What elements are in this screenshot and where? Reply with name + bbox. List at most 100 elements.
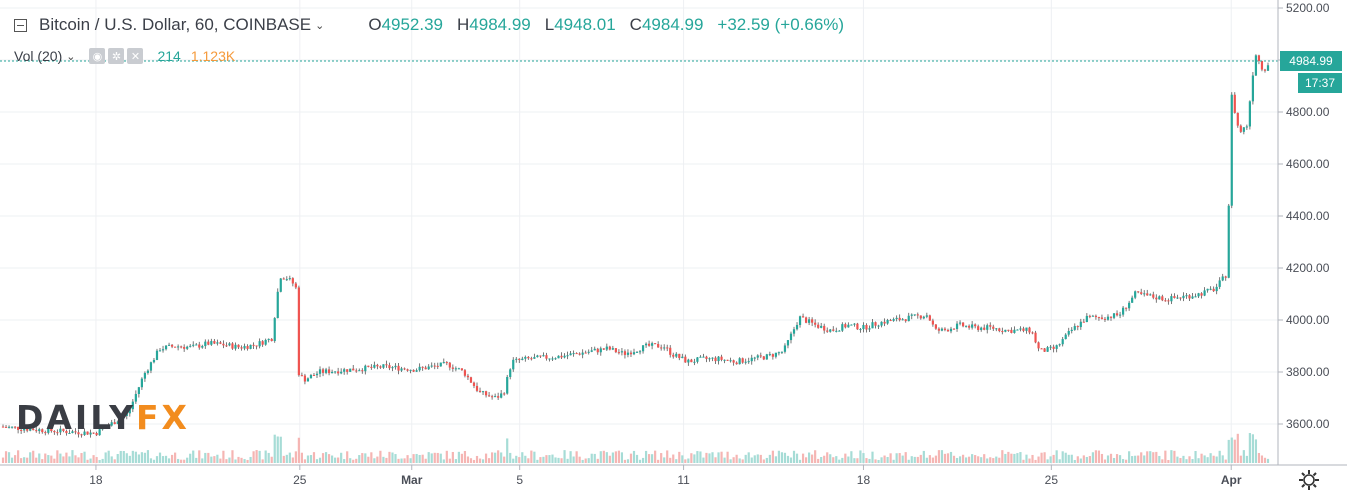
volume-label[interactable]: Vol (20) <box>14 48 63 64</box>
candle-body <box>808 319 811 323</box>
volume-bar <box>530 450 533 463</box>
candle-body <box>916 314 919 316</box>
volume-bar <box>1227 439 1230 463</box>
candle-body <box>717 356 720 362</box>
volume-bar <box>835 456 838 463</box>
collapse-icon[interactable] <box>14 18 27 32</box>
candle-body <box>998 328 1001 332</box>
candle-body <box>1152 294 1155 298</box>
candle-body <box>1218 280 1221 287</box>
volume-bar <box>817 458 820 463</box>
candle-body <box>38 429 41 432</box>
volume-bar <box>361 453 364 463</box>
volume-bar <box>240 457 243 463</box>
volume-bar <box>1115 454 1119 463</box>
volume-bar <box>273 434 276 463</box>
volume-bar <box>1118 455 1122 463</box>
volume-bar <box>940 450 944 463</box>
volume-bar <box>391 452 394 463</box>
candle-body <box>551 358 554 360</box>
volume-bar <box>403 458 406 463</box>
candle-body <box>1061 339 1064 345</box>
candle-body <box>527 356 530 359</box>
volume-bar <box>1112 457 1116 463</box>
candle-body <box>89 432 92 435</box>
volume-bar <box>786 455 790 463</box>
candle-body <box>10 426 14 428</box>
volume-bar <box>68 456 71 463</box>
volume-bar <box>1236 433 1239 463</box>
candle-body <box>47 427 50 433</box>
candle-body <box>460 368 464 371</box>
candle-body <box>711 357 714 359</box>
volume-bar <box>334 457 337 463</box>
volume-bar <box>578 456 581 463</box>
close-icon[interactable]: ✕ <box>127 48 144 64</box>
volume-bar <box>581 459 584 463</box>
volume-bar <box>705 452 708 463</box>
candle-body <box>971 324 974 328</box>
volume-bar <box>801 453 805 463</box>
volume-bar <box>1121 459 1125 463</box>
candle-body <box>418 366 421 371</box>
candle-body <box>702 356 705 358</box>
gear-icon[interactable] <box>1298 469 1320 491</box>
volume-bar <box>572 456 575 463</box>
candle-body <box>32 428 35 431</box>
countdown-value: 17:37 <box>1305 76 1335 90</box>
candle-body <box>343 369 346 372</box>
candle-body <box>192 344 195 346</box>
candle-body <box>1221 276 1224 281</box>
volume-bar <box>684 459 687 463</box>
volume-bar <box>675 459 678 463</box>
volume-bar <box>276 436 279 463</box>
settings-icon[interactable]: ✲ <box>108 48 125 64</box>
volume-bar <box>95 457 98 463</box>
volume-bar <box>418 454 421 463</box>
candle-body <box>487 395 491 397</box>
chevron-down-icon[interactable]: ⌄ <box>66 50 76 63</box>
candle-body <box>940 328 944 331</box>
candle-body <box>243 346 246 349</box>
volume-bar <box>71 450 74 463</box>
candle-body <box>312 375 316 377</box>
chevron-down-icon[interactable]: ⌄ <box>315 19 325 32</box>
candle-body <box>720 356 723 360</box>
candle-body <box>1203 290 1206 296</box>
candle-body <box>246 346 249 349</box>
volume-bar <box>29 452 32 463</box>
candle-body <box>675 353 678 357</box>
volume-bar <box>509 452 512 463</box>
y-tick-label: 4400.00 <box>1286 209 1330 223</box>
candle-body <box>267 338 270 340</box>
volume-bar <box>829 454 832 463</box>
volume-bar <box>641 457 645 463</box>
volume-bar <box>186 457 189 463</box>
volume-bar <box>134 451 137 463</box>
volume-bar <box>1224 459 1227 463</box>
candle-body <box>729 360 732 362</box>
volume-bar <box>620 452 624 463</box>
volume-bar <box>768 454 771 463</box>
eye-icon[interactable]: ◉ <box>89 48 106 64</box>
symbol-title[interactable]: Bitcoin / U.S. Dollar, 60, COINBASE <box>39 15 312 34</box>
volume-bar <box>291 457 294 463</box>
volume-bar <box>669 457 672 463</box>
candle-body <box>968 325 971 328</box>
volume-bar <box>231 450 234 463</box>
candle-body <box>638 351 642 353</box>
candle-body <box>1031 332 1034 334</box>
volume-bar <box>795 453 799 463</box>
candle-body <box>626 352 630 355</box>
volume-bar <box>1079 458 1082 463</box>
volume-bar <box>318 457 322 463</box>
candle-body <box>1052 346 1055 349</box>
volume-bar <box>811 454 814 463</box>
candle-body <box>1260 60 1264 70</box>
volume-bar <box>527 458 530 463</box>
volume-bar <box>717 452 720 463</box>
volume-bar <box>213 456 216 463</box>
volume-bar <box>116 453 119 463</box>
candle-body <box>131 401 134 410</box>
